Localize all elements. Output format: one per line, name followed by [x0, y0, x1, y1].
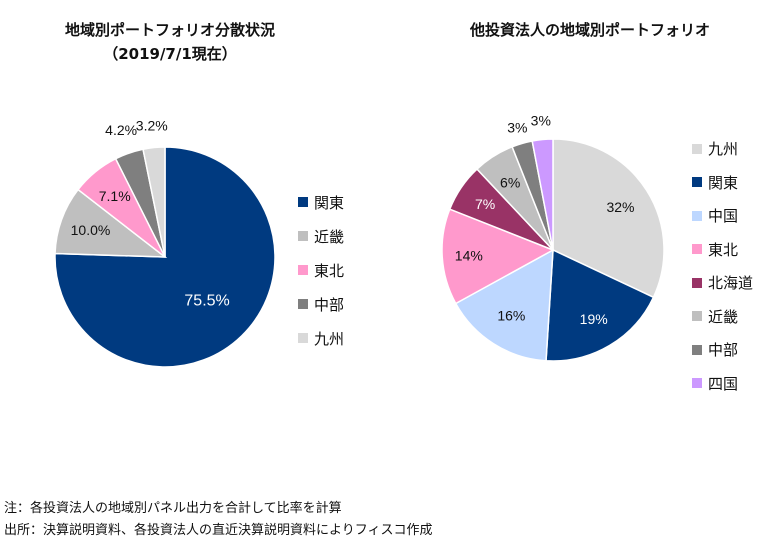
- legend-label: 近畿: [708, 307, 739, 326]
- legend-swatch: [298, 265, 308, 275]
- legend-swatch: [692, 378, 702, 389]
- right-legend-item: 北海道: [692, 266, 753, 300]
- left-chart-subtitle: （2019/7/1現在）: [103, 45, 237, 63]
- left-pie-label-1: 10.0%: [71, 222, 111, 238]
- legend-swatch: [298, 197, 308, 207]
- legend-swatch: [692, 177, 702, 188]
- right-pie-slice-3: [441, 208, 555, 305]
- legend-swatch: [692, 244, 702, 255]
- right-pie-label-5: 6%: [500, 175, 520, 191]
- legend-label: 九州: [314, 329, 345, 348]
- legend-label: 近畿: [314, 227, 345, 246]
- right-legend-item: 中国: [692, 199, 753, 233]
- left-chart-title-block: 地域別ポートフォリオ分散状況 （2019/7/1現在）: [30, 18, 310, 66]
- legend-swatch: [298, 299, 308, 309]
- right-legend: 九州関東中国東北北海道近畿中部四国: [692, 132, 753, 400]
- left-legend-item: 近畿: [298, 219, 344, 253]
- legend-label: 関東: [314, 193, 345, 212]
- source-text: 出所：決算説明資料、各投資法人の直近決算説明資料によりフィスコ作成: [4, 523, 433, 538]
- left-pie-label-0: 75.5%: [184, 292, 229, 309]
- legend-label: 関東: [708, 173, 739, 192]
- right-pie-label-3: 14%: [455, 247, 483, 263]
- right-chart-title: 他投資法人の地域別ポートフォリオ: [469, 21, 710, 39]
- legend-swatch: [692, 311, 702, 322]
- legend-swatch: [692, 210, 702, 221]
- right-pie-label-6: 3%: [507, 119, 527, 135]
- left-pie-label-3: 4.2%: [105, 122, 137, 138]
- right-pie-slice-7: [531, 138, 554, 251]
- left-legend-item: 九州: [298, 321, 344, 355]
- left-pie-label-4: 3.2%: [136, 118, 168, 134]
- legend-label: 東北: [708, 240, 739, 259]
- right-pie-label-4: 7%: [475, 196, 495, 212]
- right-pie-label-1: 19%: [580, 311, 608, 327]
- left-legend-item: 関東: [298, 185, 344, 219]
- legend-label: 四国: [708, 374, 739, 393]
- legend-swatch: [692, 143, 702, 154]
- right-legend-item: 東北: [692, 233, 753, 267]
- left-pie-label-2: 7.1%: [99, 188, 131, 204]
- legend-swatch: [692, 277, 702, 288]
- left-legend: 関東近畿東北中部九州: [298, 185, 344, 355]
- right-legend-item: 九州: [692, 132, 753, 166]
- legend-label: 中部: [708, 341, 739, 360]
- legend-swatch: [692, 344, 702, 355]
- right-legend-item: 四国: [692, 367, 753, 401]
- legend-label: 九州: [708, 140, 739, 159]
- right-pie-slice-2: [454, 248, 554, 362]
- left-legend-item: 中部: [298, 287, 344, 321]
- right-pie-label-7: 3%: [531, 113, 551, 129]
- legend-label: 東北: [314, 261, 345, 280]
- note-text: 注：各投資法人の地域別パネル出力を合計して比率を計算: [4, 501, 342, 516]
- left-legend-item: 東北: [298, 253, 344, 287]
- legend-label: 中部: [314, 295, 345, 314]
- legend-label: 北海道: [708, 274, 754, 293]
- right-pie-slice-1: [545, 248, 655, 362]
- right-legend-item: 関東: [692, 166, 753, 200]
- legend-swatch: [298, 333, 308, 343]
- legend-swatch: [298, 231, 308, 241]
- left-pie-slice-4: [142, 146, 166, 258]
- left-chart-title: 地域別ポートフォリオ分散状況: [64, 21, 275, 39]
- right-pie-label-2: 16%: [497, 308, 525, 324]
- right-pie-label-0: 32%: [606, 199, 634, 215]
- right-pie-slice-0: [552, 138, 665, 299]
- right-legend-item: 中部: [692, 333, 753, 367]
- legend-label: 中国: [708, 207, 739, 226]
- right-legend-item: 近畿: [692, 300, 753, 334]
